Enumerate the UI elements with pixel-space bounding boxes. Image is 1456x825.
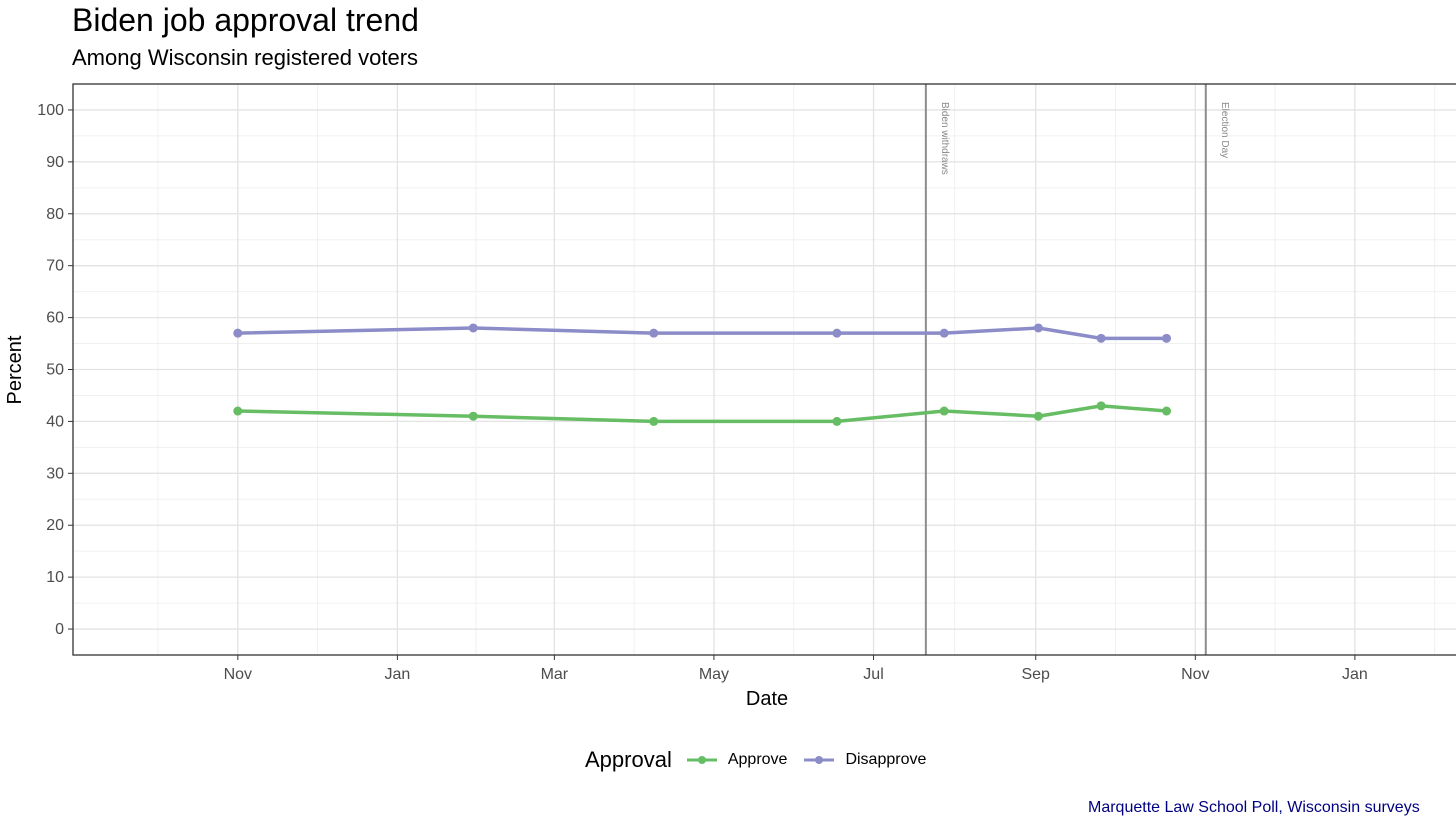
data-point-disapprove (649, 328, 659, 338)
data-point-approve (233, 406, 243, 416)
y-tick-label: 90 (46, 154, 64, 171)
data-point-approve (468, 411, 478, 421)
data-point-approve (1096, 401, 1106, 411)
event-label: Biden withdraws (939, 102, 950, 175)
legend-key-approve (686, 756, 717, 764)
data-point-disapprove (1096, 333, 1106, 343)
y-tick-label: 0 (55, 621, 64, 638)
x-tick-label: May (699, 666, 729, 683)
legend-key-disapprove (804, 756, 835, 764)
y-tick-label: 10 (46, 569, 64, 586)
event-label: Election Day (1219, 102, 1230, 158)
x-tick-label: Jan (1342, 666, 1368, 683)
x-tick-label: Jan (384, 666, 410, 683)
series-line-disapprove (236, 326, 1169, 341)
legend-item-disapprove: Disapprove (803, 751, 926, 769)
y-tick-label: 80 (46, 206, 64, 223)
x-tick-label: Nov (1181, 666, 1209, 683)
series-line-approve (236, 404, 1169, 424)
data-point-approve (649, 416, 659, 426)
panel-border (72, 83, 1456, 656)
legend-item-approve: Approve (686, 751, 788, 769)
data-point-disapprove (468, 323, 478, 333)
data-point-disapprove (832, 328, 842, 338)
x-tick-label: Nov (224, 666, 252, 683)
x-tick-label: Mar (541, 666, 569, 683)
chart-caption: Marquette Law School Poll, Wisconsin sur… (1088, 799, 1420, 816)
data-point-approve (1162, 406, 1172, 416)
chart-title: Biden job approval trend (72, 2, 419, 38)
data-point-approve (832, 416, 842, 426)
x-tick-label: Jul (863, 666, 883, 683)
data-point-approve (939, 406, 949, 416)
data-point-disapprove (1162, 333, 1172, 343)
data-point-disapprove (939, 328, 949, 338)
y-axis-title: Percent (4, 335, 26, 404)
legend-title: Approval (585, 747, 672, 772)
x-tick-label: Sep (1021, 666, 1050, 683)
y-tick-label: 50 (46, 362, 64, 379)
data-point-disapprove (233, 328, 243, 338)
y-tick-label: 60 (46, 310, 64, 327)
y-tick-label: 20 (46, 517, 64, 534)
legend: Approval Approve Disapprove (585, 747, 942, 773)
y-tick-label: 70 (46, 258, 64, 275)
y-tick-label: 40 (46, 413, 64, 430)
legend-label-approve: Approve (727, 751, 788, 768)
chart-subtitle: Among Wisconsin registered voters (72, 45, 419, 70)
y-tick-label: 30 (46, 465, 64, 482)
x-axis-title: Date (746, 688, 788, 710)
y-tick-label: 100 (37, 102, 64, 119)
data-point-approve (1033, 411, 1043, 421)
legend-label-disapprove: Disapprove (845, 751, 927, 768)
data-point-disapprove (1033, 323, 1043, 333)
